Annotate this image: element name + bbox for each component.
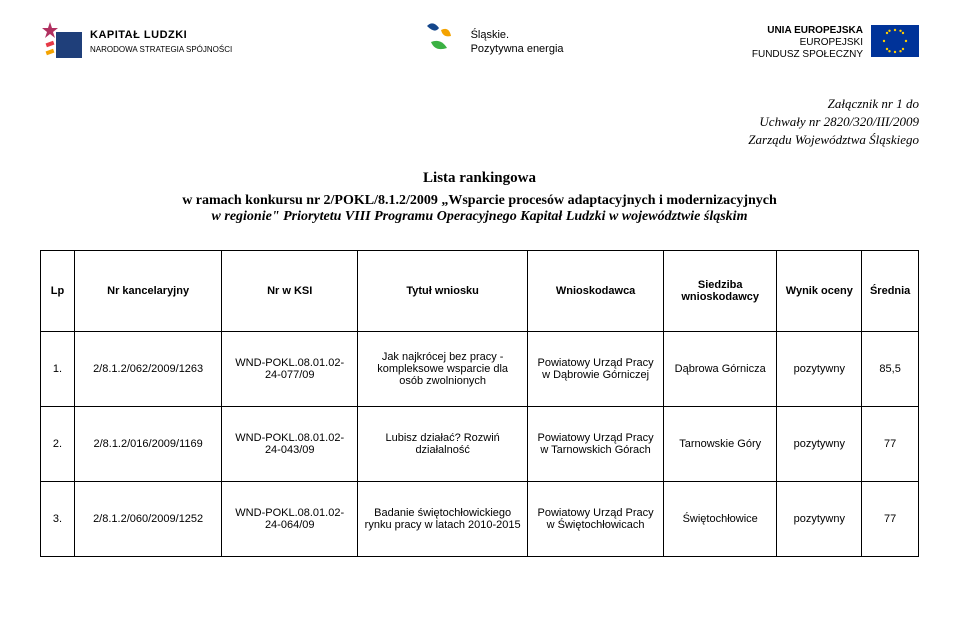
cell-ksi: WND-POKL.08.01.02-24-064/09 [222,481,358,556]
cell-siedz: Świętochłowice [664,481,777,556]
logo-left-line2: NARODOWA STRATEGIA SPÓJNOŚCI [90,45,232,54]
logo-center-line2: Pozytywna energia [471,43,564,55]
cell-sred: 77 [862,481,919,556]
cell-wynik: pozytywny [777,331,862,406]
logo-eu: UNIA EUROPEJSKA EUROPEJSKI FUNDUSZ SPOŁE… [752,25,919,61]
col-lp: Lp [41,250,75,331]
cell-lp: 2. [41,406,75,481]
cell-wniosk: Powiatowy Urząd Pracy w Tarnowskich Góra… [528,406,664,481]
title-desc: w regionie" Priorytetu VIII Programu Ope… [212,209,748,224]
logo-center-line1: Śląskie. [471,29,510,41]
logo-slaskie: Śląskie. Pozytywna energia [421,20,564,65]
logo-right-line2: EUROPEJSKI [800,37,863,48]
col-siedz: Siedziba wnioskodawcy [664,250,777,331]
table-row: 3. 2/8.1.2/060/2009/1252 WND-POKL.08.01.… [41,481,919,556]
logo-right-line3: FUNDUSZ SPOŁECZNY [752,49,863,60]
cell-tytul: Jak najkrócej bez pracy - kompleksowe ws… [358,331,528,406]
eu-flag-icon [871,25,919,60]
attachment-line1: Załącznik nr 1 do [40,95,919,113]
attachment-line3: Zarządu Województwa Śląskiego [40,131,919,149]
logo-right-line1: UNIA EUROPEJSKA [767,25,863,36]
cell-siedz: Dąbrowa Górnicza [664,331,777,406]
kapital-ludzki-icon [40,20,82,65]
slaskie-icon [421,20,457,65]
cell-siedz: Tarnowskie Góry [664,406,777,481]
cell-lp: 3. [41,481,75,556]
col-sred: Średnia [862,250,919,331]
col-kanc: Nr kancelaryjny [74,250,221,331]
cell-sred: 77 [862,406,919,481]
logo-left-text: KAPITAŁ LUDZKI NARODOWA STRATEGIA SPÓJNO… [90,29,232,55]
table-row: 2. 2/8.1.2/016/2009/1169 WND-POKL.08.01.… [41,406,919,481]
table-row: 1. 2/8.1.2/062/2009/1263 WND-POKL.08.01.… [41,331,919,406]
cell-kanc: 2/8.1.2/062/2009/1263 [74,331,221,406]
col-tytul: Tytuł wniosku [358,250,528,331]
col-wynik: Wynik oceny [777,250,862,331]
cell-ksi: WND-POKL.08.01.02-24-043/09 [222,406,358,481]
cell-tytul: Lubisz działać? Rozwiń działalność [358,406,528,481]
cell-sred: 85,5 [862,331,919,406]
cell-kanc: 2/8.1.2/016/2009/1169 [74,406,221,481]
logo-row: KAPITAŁ LUDZKI NARODOWA STRATEGIA SPÓJNO… [40,20,919,65]
title-main: Lista rankingowa [40,170,919,187]
cell-wniosk: Powiatowy Urząd Pracy w Dąbrowie Górnicz… [528,331,664,406]
cell-kanc: 2/8.1.2/060/2009/1252 [74,481,221,556]
logo-kapital-ludzki: KAPITAŁ LUDZKI NARODOWA STRATEGIA SPÓJNO… [40,20,232,65]
table-header-row: Lp Nr kancelaryjny Nr w KSI Tytuł wniosk… [41,250,919,331]
title-block: Lista rankingowa w ramach konkursu nr 2/… [40,170,919,225]
logo-center-text: Śląskie. Pozytywna energia [471,29,564,55]
cell-lp: 1. [41,331,75,406]
logo-right-text: UNIA EUROPEJSKA EUROPEJSKI FUNDUSZ SPOŁE… [752,25,863,61]
col-ksi: Nr w KSI [222,250,358,331]
ranking-table: Lp Nr kancelaryjny Nr w KSI Tytuł wniosk… [40,250,919,557]
cell-wynik: pozytywny [777,481,862,556]
cell-ksi: WND-POKL.08.01.02-24-077/09 [222,331,358,406]
cell-tytul: Badanie świętochłowickiego rynku pracy w… [358,481,528,556]
attachment-block: Załącznik nr 1 do Uchwały nr 2820/320/II… [40,95,919,150]
title-sub: w ramach konkursu nr 2/POKL/8.1.2/2009 „… [182,193,777,208]
col-wniosk: Wnioskodawca [528,250,664,331]
attachment-line2: Uchwały nr 2820/320/III/2009 [40,113,919,131]
cell-wynik: pozytywny [777,406,862,481]
cell-wniosk: Powiatowy Urząd Pracy w Świętochłowicach [528,481,664,556]
logo-left-line1: KAPITAŁ LUDZKI [90,29,187,41]
table-body: 1. 2/8.1.2/062/2009/1263 WND-POKL.08.01.… [41,331,919,556]
